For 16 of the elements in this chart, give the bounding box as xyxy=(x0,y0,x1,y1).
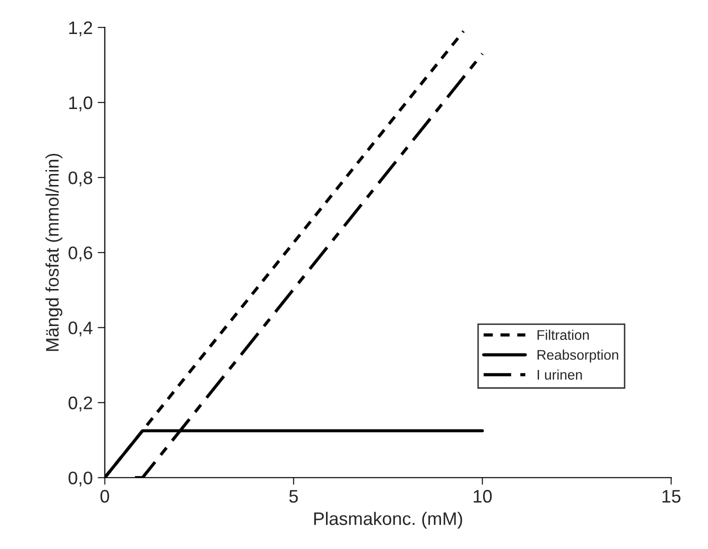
y-tick-label: 0,0 xyxy=(68,472,92,486)
y-axis-title: Mängd fosfat (mmol/min) xyxy=(45,154,62,351)
legend-label: Filtration xyxy=(538,330,589,340)
x-tick-label: 0 xyxy=(100,490,110,503)
x-axis-title: Plasmakonc. (mM) xyxy=(314,512,462,529)
y-tick-label: 0,6 xyxy=(68,246,92,262)
legend-label: Reabsorption xyxy=(538,350,618,363)
y-tick-label: 1,0 xyxy=(69,96,92,112)
legend-label: I urinen xyxy=(538,370,582,380)
y-tick-label: 1,2 xyxy=(69,21,92,36)
y-tick-label: 0,4 xyxy=(68,322,92,336)
x-tick-label: 10 xyxy=(474,490,492,503)
y-tick-label: 0,8 xyxy=(68,171,92,186)
x-tick-label: 5 xyxy=(289,490,298,503)
y-tick-label: 0,2 xyxy=(68,396,92,412)
x-tick-label: 15 xyxy=(662,490,680,503)
